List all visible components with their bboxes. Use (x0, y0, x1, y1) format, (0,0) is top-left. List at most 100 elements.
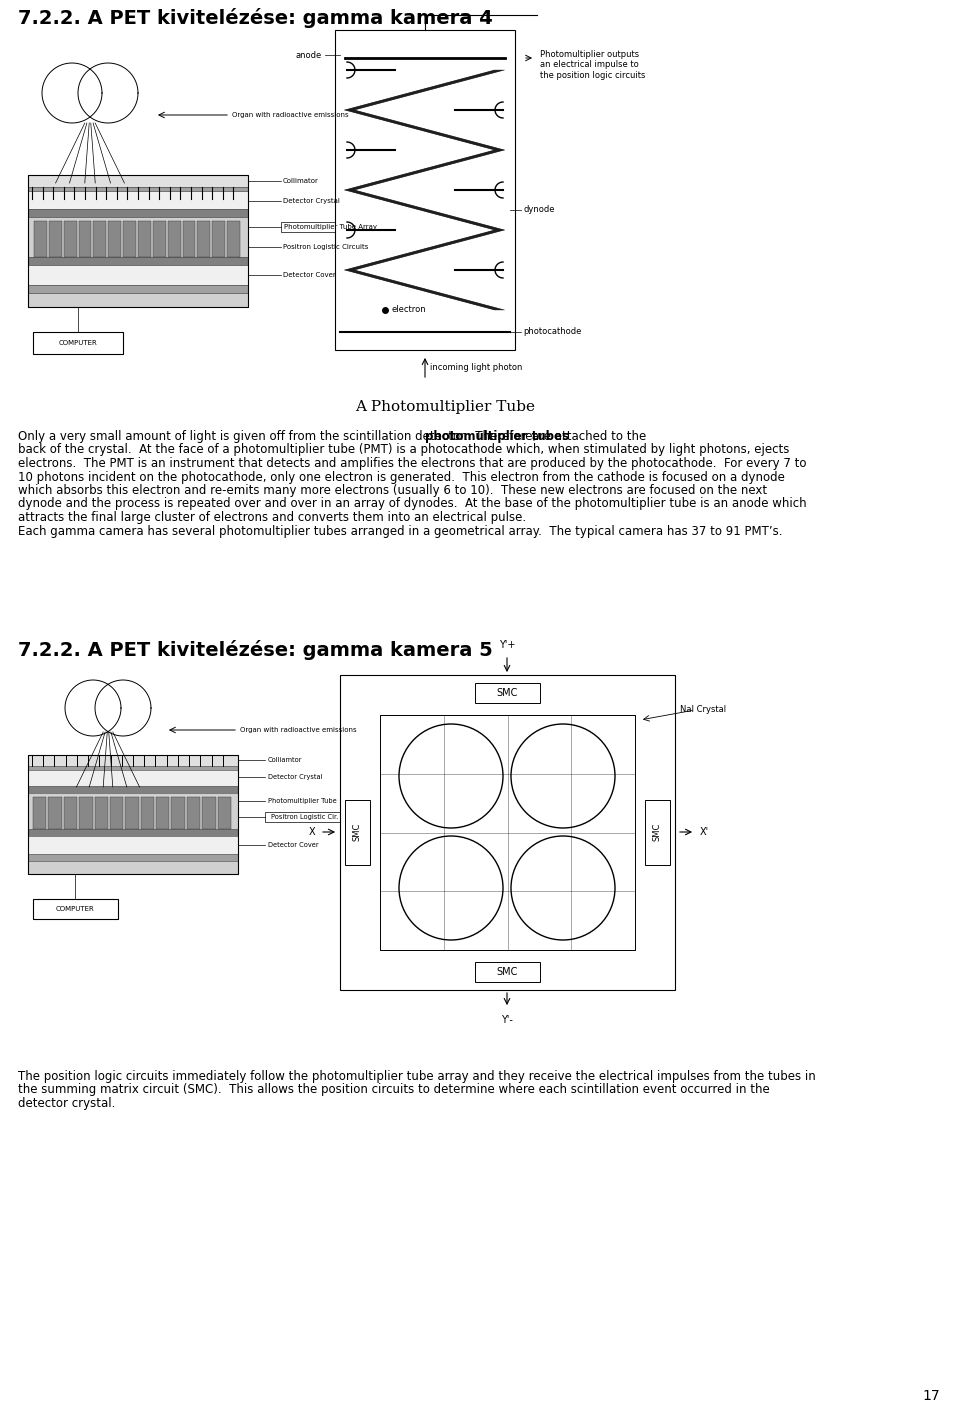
Text: incoming light photon: incoming light photon (430, 363, 522, 373)
Bar (28, 174, 248, 307)
Text: which absorbs this electron and re-emits many more electrons (usually 6 to 10). : which absorbs this electron and re-emits… (18, 484, 767, 497)
Text: 7.2.2. A PET kivitelézése: gamma kamera 4: 7.2.2. A PET kivitelézése: gamma kamera … (18, 8, 492, 28)
Bar (63, 796, 77, 829)
Bar (33, 332, 123, 355)
Bar (187, 796, 201, 829)
Text: SMC: SMC (352, 823, 362, 841)
Bar (28, 174, 248, 187)
Bar (28, 770, 238, 787)
Text: the summing matrix circuit (SMC).  This allows the position circuits to determin: the summing matrix circuit (SMC). This a… (18, 1083, 770, 1096)
Bar (49, 221, 61, 257)
Bar (156, 796, 170, 829)
Text: SMC: SMC (496, 967, 517, 976)
Bar (168, 221, 180, 257)
Text: attracts the final large cluster of electrons and converts them into an electric: attracts the final large cluster of elec… (18, 511, 526, 523)
Text: Photomultiplier outputs
an electrical impulse to
the position logic circuits: Photomultiplier outputs an electrical im… (540, 51, 645, 80)
Bar (340, 675, 675, 991)
Text: Detector Cover: Detector Cover (283, 272, 336, 279)
Bar (345, 801, 370, 865)
Bar (172, 796, 185, 829)
Text: Organ with radioactive emissions: Organ with radioactive emissions (232, 113, 348, 118)
Bar (28, 293, 248, 307)
Text: 17: 17 (923, 1389, 940, 1403)
Text: NaI Crystal: NaI Crystal (680, 705, 726, 713)
Bar (28, 756, 238, 765)
Bar (203, 796, 216, 829)
Bar (28, 829, 238, 836)
Bar (28, 286, 248, 293)
Text: X: X (308, 827, 315, 837)
Bar (108, 221, 121, 257)
Text: dynode: dynode (523, 205, 555, 214)
Bar (110, 796, 123, 829)
Text: photocathode: photocathode (523, 328, 582, 336)
Text: detector crystal.: detector crystal. (18, 1097, 115, 1110)
Text: Y'+: Y'+ (499, 640, 516, 650)
Bar (123, 221, 136, 257)
Bar (126, 796, 138, 829)
Bar (380, 715, 635, 950)
Bar (182, 221, 196, 257)
Bar (28, 756, 238, 874)
Text: The position logic circuits immediately follow the photomultiplier tube array an: The position logic circuits immediately … (18, 1069, 816, 1083)
Text: Detector Crystal: Detector Crystal (268, 774, 323, 779)
Bar (33, 899, 118, 919)
Bar (228, 221, 240, 257)
Bar (34, 221, 47, 257)
Text: A Photomultiplier Tube: A Photomultiplier Tube (355, 400, 535, 414)
Bar (28, 217, 248, 257)
Text: SMC: SMC (653, 823, 661, 841)
Bar (218, 796, 231, 829)
Text: anode: anode (295, 51, 322, 59)
Bar (265, 812, 345, 822)
Bar (28, 210, 248, 217)
Bar (28, 794, 238, 829)
Bar (79, 796, 92, 829)
Text: 7.2.2. A PET kivitelézése: gamma kamera 5: 7.2.2. A PET kivitelézése: gamma kamera … (18, 640, 492, 660)
Bar (33, 796, 46, 829)
Bar (28, 854, 238, 861)
Text: Y'-: Y'- (501, 1014, 513, 1026)
Bar (212, 221, 226, 257)
Bar (28, 765, 238, 770)
Text: dynode and the process is repeated over and over in an array of dynodes.  At the: dynode and the process is repeated over … (18, 498, 806, 511)
Bar (28, 861, 238, 874)
Bar (475, 682, 540, 704)
Bar (28, 191, 248, 210)
Bar (79, 221, 91, 257)
Text: Photomultiplier Tube: Photomultiplier Tube (268, 798, 337, 803)
Text: Detector Cover: Detector Cover (268, 841, 319, 848)
Text: Photomultiplier Tube Array: Photomultiplier Tube Array (284, 224, 377, 229)
Text: Organ with radioactive emissions: Organ with radioactive emissions (240, 727, 356, 733)
Text: Collimator: Collimator (283, 179, 319, 184)
Bar (28, 265, 248, 286)
Text: SMC: SMC (496, 688, 517, 698)
Bar (335, 30, 515, 350)
Text: electrons.  The PMT is an instrument that detects and amplifies the electrons th: electrons. The PMT is an instrument that… (18, 457, 806, 470)
Bar (138, 221, 151, 257)
Text: Each gamma camera has several photomultiplier tubes arranged in a geometrical ar: Each gamma camera has several photomulti… (18, 525, 782, 537)
Text: are attached to the: are attached to the (528, 431, 646, 443)
Bar (475, 962, 540, 982)
Bar (94, 796, 108, 829)
Bar (28, 787, 238, 794)
Bar (28, 257, 248, 265)
Text: Positron Logistic Cir.: Positron Logistic Cir. (272, 815, 339, 820)
Bar (93, 221, 107, 257)
Bar (198, 221, 210, 257)
Bar (141, 796, 154, 829)
Bar (645, 801, 670, 865)
Text: 10 photons incident on the photocathode, only one electron is generated.  This e: 10 photons incident on the photocathode,… (18, 470, 785, 484)
Text: Detector Crystal: Detector Crystal (283, 198, 340, 204)
Text: Only a very small amount of light is given off from the scintillation detector. : Only a very small amount of light is giv… (18, 431, 540, 443)
Text: Colliamtor: Colliamtor (268, 757, 302, 763)
Text: COMPUTER: COMPUTER (56, 906, 94, 912)
Text: electron: electron (391, 305, 425, 315)
Text: COMPUTER: COMPUTER (59, 340, 97, 346)
Bar (63, 221, 77, 257)
Text: photomultiplier tubes: photomultiplier tubes (424, 431, 568, 443)
Text: X': X' (700, 827, 709, 837)
Text: back of the crystal.  At the face of a photomultiplier tube (PMT) is a photocath: back of the crystal. At the face of a ph… (18, 443, 789, 456)
Bar (28, 836, 238, 854)
Bar (48, 796, 61, 829)
